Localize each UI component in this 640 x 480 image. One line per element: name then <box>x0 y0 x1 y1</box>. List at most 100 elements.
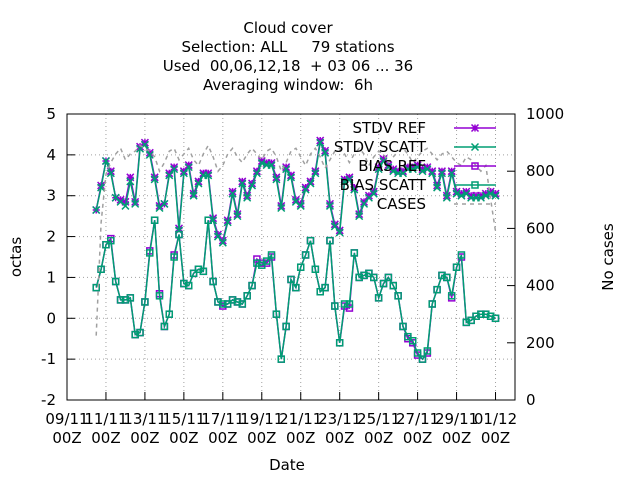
x-tick-label-time: 00Z <box>442 429 471 447</box>
data-point <box>228 296 237 304</box>
data-point <box>160 322 169 331</box>
y-tick-label: 4 <box>46 146 56 164</box>
series-cases <box>95 143 497 336</box>
x-tick-label-time: 00Z <box>325 429 354 447</box>
data-point <box>150 175 159 184</box>
data-point <box>345 175 354 184</box>
data-point <box>165 310 174 318</box>
data-point <box>267 161 276 170</box>
data-point <box>301 183 310 192</box>
legend-label: STDV SCATT <box>334 138 427 156</box>
data-point <box>321 148 330 157</box>
data-point <box>141 298 149 306</box>
y2-axis-label: No cases <box>599 223 617 291</box>
data-point <box>126 177 135 186</box>
data-point <box>340 175 349 184</box>
data-point <box>355 273 363 282</box>
data-point <box>394 292 402 300</box>
data-point <box>443 273 451 282</box>
data-point <box>481 189 490 198</box>
data-point <box>204 171 213 180</box>
data-point <box>194 265 203 274</box>
data-point <box>306 177 315 186</box>
data-point <box>296 263 305 271</box>
title-line-3: Used 00,06,12,18 + 03 06 ... 36 <box>163 57 413 75</box>
data-point <box>257 156 266 166</box>
data-point <box>218 238 227 247</box>
data-point <box>272 310 281 318</box>
y2-tick-label: 0 <box>526 391 536 409</box>
title-line-1: Cloud cover <box>243 19 333 37</box>
data-point <box>165 171 174 180</box>
data-point <box>175 230 183 239</box>
data-point <box>384 161 393 170</box>
data-point <box>491 314 500 323</box>
data-point <box>403 163 412 172</box>
data-point <box>438 271 446 280</box>
data-point <box>467 316 475 325</box>
data-point <box>311 265 320 274</box>
y-tick-label: 3 <box>46 187 56 205</box>
data-point <box>199 267 208 276</box>
data-point <box>325 201 334 210</box>
data-point <box>189 269 198 278</box>
data-point <box>389 167 398 176</box>
data-point <box>238 300 247 308</box>
data-point <box>321 146 330 155</box>
data-point <box>258 261 266 269</box>
data-point <box>252 167 261 176</box>
data-point <box>106 169 115 178</box>
x-tick-label: 27/11 <box>396 410 439 428</box>
data-point <box>374 165 383 174</box>
data-point <box>126 294 135 302</box>
data-point <box>447 169 456 178</box>
data-point <box>121 296 130 304</box>
data-point <box>389 281 398 290</box>
series-line <box>95 140 496 245</box>
data-point <box>252 169 261 178</box>
data-point <box>292 283 300 292</box>
data-point <box>267 251 276 259</box>
data-point <box>131 330 139 339</box>
data-point <box>301 251 310 259</box>
data-point <box>140 138 149 147</box>
data-point <box>146 249 154 257</box>
data-point <box>399 322 407 331</box>
data-point <box>428 167 437 176</box>
data-point <box>418 165 427 174</box>
data-point <box>253 255 261 263</box>
data-point <box>170 163 179 172</box>
data-point <box>170 253 178 261</box>
x-tick-label: 17/11 <box>201 410 244 428</box>
title-line-4: Averaging window: 6h <box>203 76 373 94</box>
data-point <box>360 199 369 208</box>
data-point <box>287 275 295 284</box>
data-point <box>447 292 456 300</box>
data-point <box>404 332 412 341</box>
title-line-2: Selection: ALL 79 stations <box>181 38 394 56</box>
x-tick-label: 21/11 <box>279 410 322 428</box>
data-point <box>131 199 140 208</box>
data-point <box>330 222 339 231</box>
data-point <box>374 163 383 172</box>
y2-tick-label: 600 <box>526 219 555 237</box>
x-tick-label: 19/11 <box>240 410 283 428</box>
y-tick-label: 1 <box>46 268 56 286</box>
data-point <box>121 197 130 206</box>
series-stdv-scatt <box>92 138 500 247</box>
data-point <box>491 189 500 198</box>
data-point <box>184 281 193 290</box>
data-point <box>311 169 320 178</box>
legend-label: STDV REF <box>352 119 426 137</box>
data-point <box>238 179 247 188</box>
data-point <box>136 328 144 337</box>
y-tick-label: 2 <box>46 228 56 246</box>
data-point <box>301 185 310 194</box>
data-point <box>481 191 490 200</box>
data-point <box>335 228 344 237</box>
x-tick-label: 23/11 <box>318 410 361 428</box>
x-tick-label: 01/12 <box>474 410 517 428</box>
data-point <box>423 163 432 172</box>
legend-label: BIAS REF <box>358 157 426 175</box>
data-point <box>262 158 271 168</box>
